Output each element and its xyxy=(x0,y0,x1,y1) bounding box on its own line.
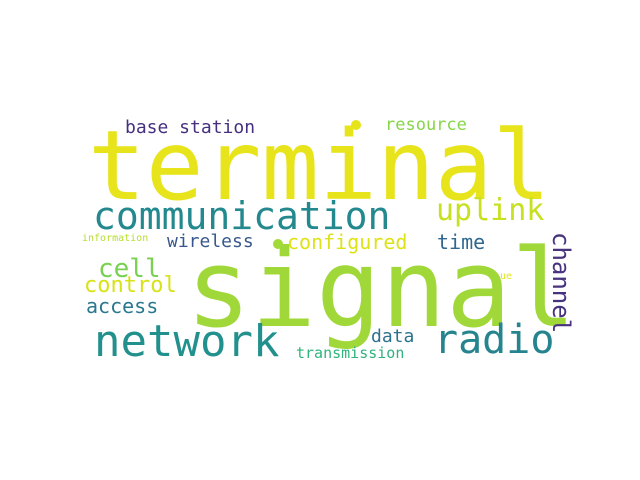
word-access: access xyxy=(86,296,158,316)
word-time: time xyxy=(437,232,485,252)
word-network: network xyxy=(94,320,279,364)
word-base-station: base station xyxy=(125,119,255,137)
word-ue: ue xyxy=(500,272,512,282)
word-channel: channel xyxy=(549,232,573,333)
word-uplink: uplink xyxy=(436,196,544,226)
word-resource: resource xyxy=(385,117,467,134)
word-configured: configured xyxy=(287,232,407,252)
word-transmission: transmission xyxy=(296,346,404,361)
word-information: information xyxy=(82,234,148,244)
word-radio: radio xyxy=(434,320,554,360)
word-wireless: wireless xyxy=(167,233,254,251)
